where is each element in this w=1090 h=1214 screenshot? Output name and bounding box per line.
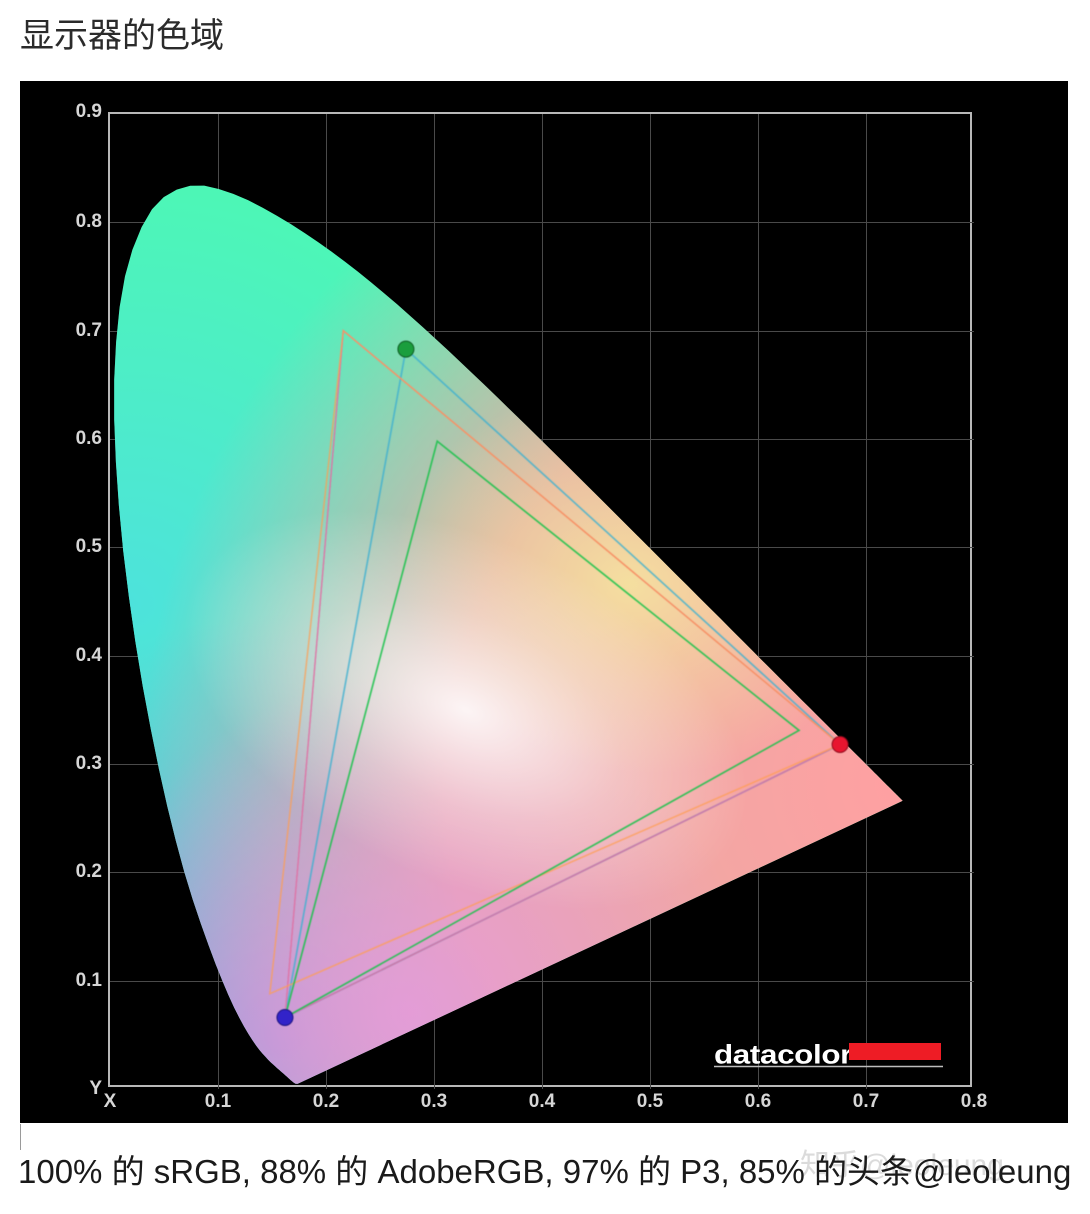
svg-text:datacolor: datacolor [714,1040,853,1070]
